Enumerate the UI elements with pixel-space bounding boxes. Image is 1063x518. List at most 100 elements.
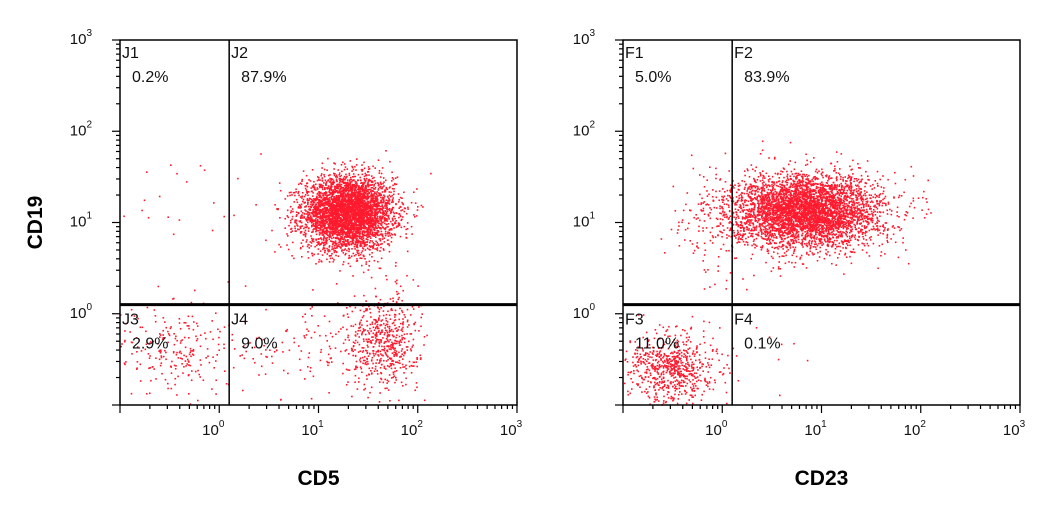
event-dot [360,200,363,202]
event-dot [389,212,392,215]
event-dot [399,367,402,369]
event-dot [406,228,409,230]
event-dot [371,190,374,192]
event-dot [312,198,315,200]
event-dot [345,349,348,351]
event-dot [393,227,395,229]
event-dot [368,208,371,210]
event-dot [324,230,326,232]
event-dot [359,245,362,248]
event-dot [355,203,357,205]
event-dot [371,226,374,229]
event-dot [371,208,373,210]
event-dot [347,207,349,209]
event-dot [327,214,330,217]
event-dot [308,179,310,181]
event-dot [371,321,374,324]
event-dot [395,336,397,339]
event-dot [327,204,329,206]
event-dot [369,391,371,394]
event-dot [360,251,363,254]
event-dot [326,202,328,204]
event-dot [346,215,349,218]
event-dot [378,186,381,189]
event-dot [392,300,394,302]
event-dot [333,233,335,235]
event-dot [367,396,369,399]
event-dot [344,195,347,197]
event-dot [374,248,376,250]
event-dot [382,207,384,209]
event-dot [348,257,350,259]
event-dot [374,204,377,207]
event-dot [356,251,359,253]
event-dot [361,164,363,166]
event-dot [368,333,371,335]
event-dot [356,388,359,390]
event-dot [394,370,396,373]
event-dot [316,244,318,247]
event-dot [369,311,372,314]
event-dot [338,186,340,188]
event-dot [378,202,381,204]
event-dot [331,207,334,210]
event-dot [395,226,398,229]
event-dot [186,358,189,361]
event-dot [391,180,393,182]
event-dot [139,363,142,366]
event-dot [401,353,403,355]
event-dot [354,306,357,309]
event-dot [354,188,356,190]
event-dot [336,190,339,192]
event-dot [328,212,331,214]
event-dot [378,308,381,311]
event-dot [313,211,316,213]
event-dot [369,219,372,222]
event-dot [386,321,389,323]
event-dot [349,194,352,197]
event-dot [312,200,314,202]
event-dot [401,328,403,330]
event-dot [358,219,361,221]
event-dot [386,226,389,228]
event-dot [318,261,320,263]
event-dot [335,227,338,230]
event-dot [300,183,303,185]
event-dot [385,212,388,215]
event-dot [347,209,349,212]
event-dot [343,216,345,219]
event-dot [347,262,350,265]
event-dot [401,338,403,341]
event-dot [342,186,345,189]
event-dot [328,392,330,394]
event-dot [370,198,372,201]
event-dot [368,235,370,238]
event-dot [387,310,389,313]
event-dot [380,378,383,381]
event-dot [124,330,126,332]
event-dot [374,368,377,370]
event-dot [289,221,292,224]
event-dot [361,182,363,184]
event-dot [380,228,382,230]
event-dot [295,191,297,193]
event-dot [342,372,344,375]
event-dot [391,218,394,221]
event-dot [262,338,265,341]
event-dot [365,179,367,182]
event-dot [345,206,348,208]
event-dot [349,236,351,239]
event-dot [322,194,324,197]
event-dot [302,245,304,248]
event-dot [375,192,377,195]
event-dot [388,244,391,247]
event-dot [359,211,361,213]
event-dot [380,243,382,246]
event-dot [295,222,298,225]
event-dot [321,200,323,203]
event-dot [311,238,314,241]
event-dot [317,248,320,250]
chart-1: 100 101 102 103100101102103J10.2%J287.9%J32… [24,28,523,490]
event-dot [404,316,406,318]
event-dot [354,206,356,209]
